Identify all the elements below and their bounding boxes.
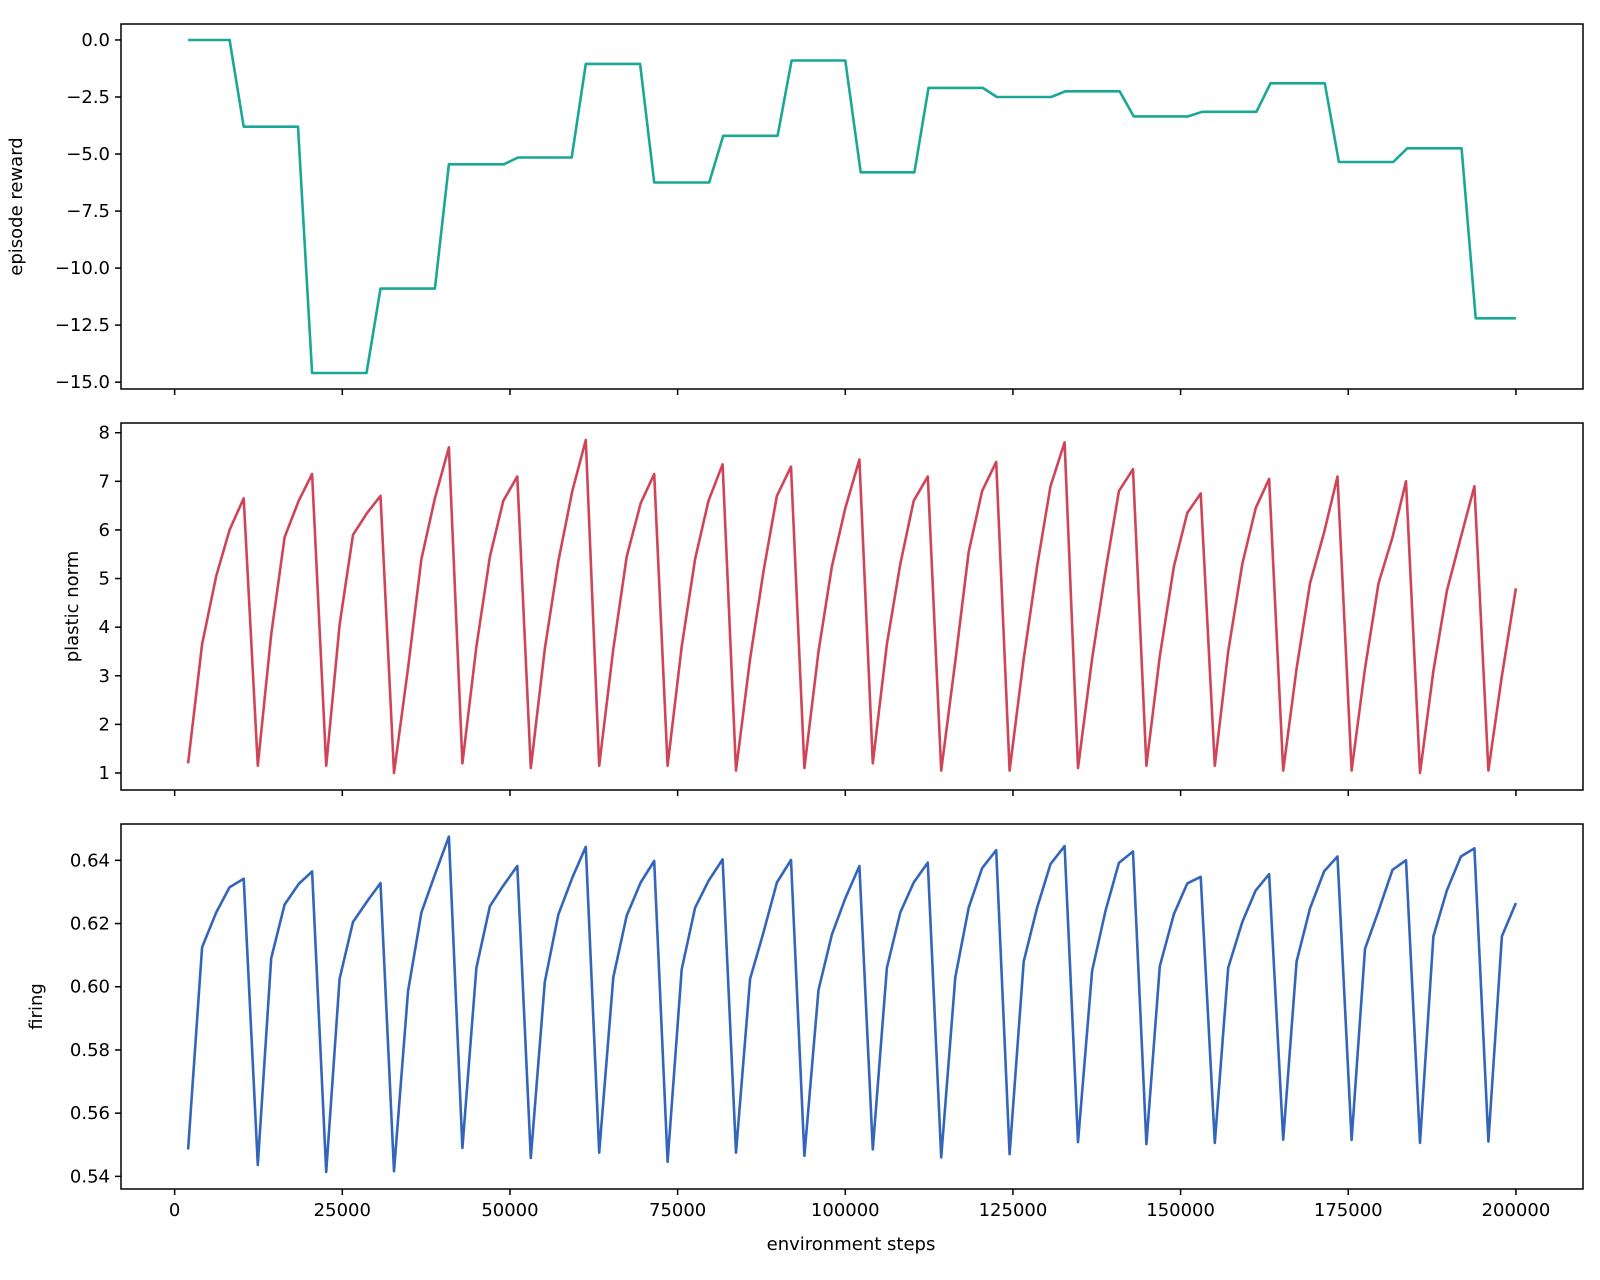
y-tick-label-1-4: 5	[99, 569, 110, 590]
y-tick-label-1-1: 2	[99, 714, 110, 735]
y-tick-label-1-2: 3	[99, 666, 110, 687]
y-tick-label-2-0: 0.54	[70, 1166, 110, 1187]
x-tick-label-6: 150000	[1146, 1200, 1215, 1221]
x-tick-label-0: 0	[169, 1200, 180, 1221]
y-tick-label-0-3: −7.5	[66, 201, 110, 222]
plot-frame-1	[120, 422, 1584, 791]
y-tick-label-1-6: 7	[99, 471, 110, 492]
x-tick-label-4: 100000	[811, 1200, 880, 1221]
x-tick-label-8: 200000	[1482, 1200, 1551, 1221]
x-tick-label-7: 175000	[1314, 1200, 1383, 1221]
y-tick-label-2-4: 0.62	[70, 914, 110, 935]
y-tick-label-2-5: 0.64	[70, 850, 110, 871]
series-line-1	[186, 438, 1518, 775]
y-tick-label-0-6: −15.0	[55, 372, 110, 393]
y-tick-label-2-1: 0.56	[70, 1103, 110, 1124]
y-tick-label-0-4: −10.0	[55, 258, 110, 279]
firing-panel: 0.54 0.56 0.58 0.60 0.62 0.64 0 25000 50000 75000…	[26, 823, 1584, 1221]
y-axis-title-0: episode reward	[6, 137, 27, 275]
y-tick-label-0-5: −12.5	[55, 315, 110, 336]
y-tick-label-1-0: 1	[99, 763, 110, 784]
y-tick-label-0-0: 0.0	[81, 30, 110, 51]
y-tick-label-1-3: 4	[99, 617, 110, 638]
y-tick-label-1-7: 8	[99, 423, 110, 444]
plastic-norm-panel: 1 2 3 4 5 6 7 8 plastic norm	[62, 422, 1584, 796]
series-line-0	[188, 38, 1516, 375]
plot-frame-2	[120, 823, 1584, 1190]
x-tick-label-3: 75000	[649, 1200, 706, 1221]
y-tick-label-0-1: −2.5	[66, 87, 110, 108]
episode-reward-panel: 0.0 −2.5 −5.0 −7.5 −10.0 −12.5 −15.0 episode re…	[6, 23, 1584, 395]
series-line-2	[186, 835, 1518, 1174]
y-tick-label-2-2: 0.58	[70, 1040, 110, 1061]
x-tick-label-2: 50000	[481, 1200, 538, 1221]
y-tick-label-0-2: −5.0	[66, 144, 110, 165]
y-axis-title-2: firing	[26, 983, 47, 1030]
plot-frame-0	[120, 23, 1584, 390]
x-tick-label-5: 125000	[979, 1200, 1048, 1221]
x-axis-title: environment steps	[767, 1234, 936, 1255]
y-tick-label-2-3: 0.60	[70, 977, 110, 998]
x-tick-label-1: 25000	[314, 1200, 371, 1221]
y-tick-label-1-5: 6	[99, 520, 110, 541]
y-axis-title-1: plastic norm	[62, 551, 83, 663]
